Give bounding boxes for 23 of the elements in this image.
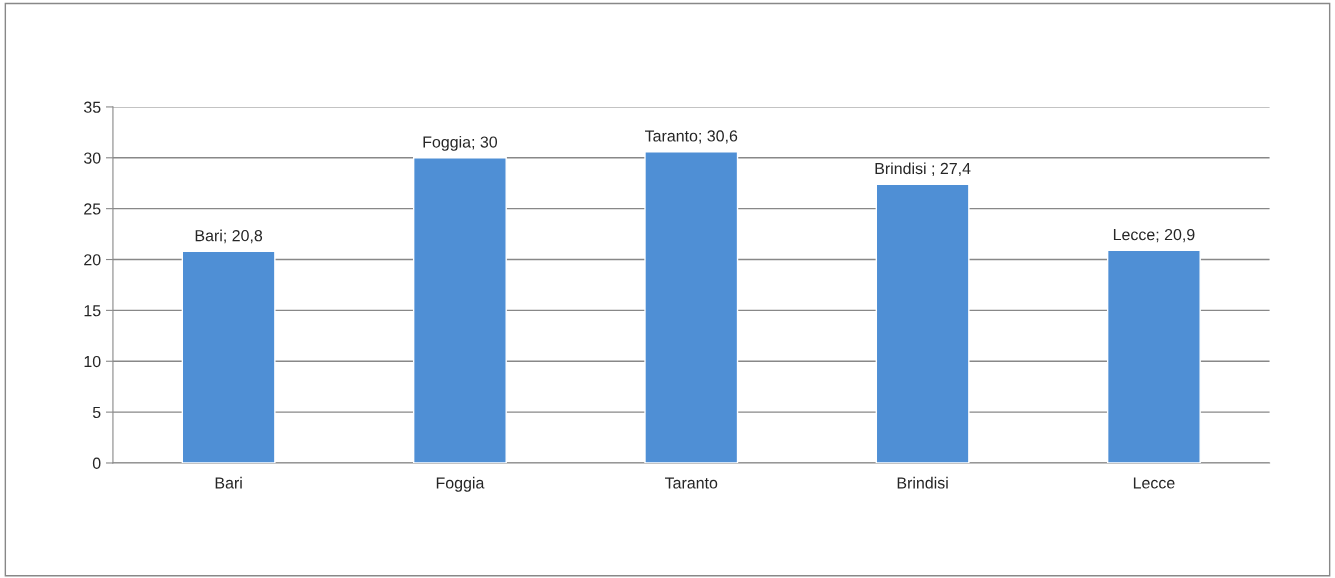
x-tick-label: Brindisi [897,476,948,489]
bar [1106,249,1201,463]
bar [181,250,276,463]
bar [412,157,507,463]
y-tick-label: 5 [92,406,101,419]
data-label: Foggia; 30 [423,135,498,151]
x-tick-label: Taranto [664,477,718,489]
bar [875,183,970,463]
y-tick-label: 10 [84,355,101,368]
data-label: Brindisi ; 27,4 [875,162,971,177]
data-label: Taranto; 30,6 [645,130,738,144]
bar [644,150,739,463]
y-tick-label: 15 [84,305,101,317]
y-tick-label: 30 [83,152,101,164]
x-tick-label: Bari [215,476,242,489]
y-tick-label: 25 [84,203,101,215]
y-tick-label: 20 [84,254,101,266]
x-tick-label: Foggia [436,476,485,492]
x-tick-label: Lecce [1133,477,1175,489]
y-tick-label: 35 [83,101,101,113]
data-label: Lecce; 20,9 [1113,228,1195,243]
data-label: Bari; 20,8 [195,229,263,244]
y-tick-label: 0 [92,457,101,469]
